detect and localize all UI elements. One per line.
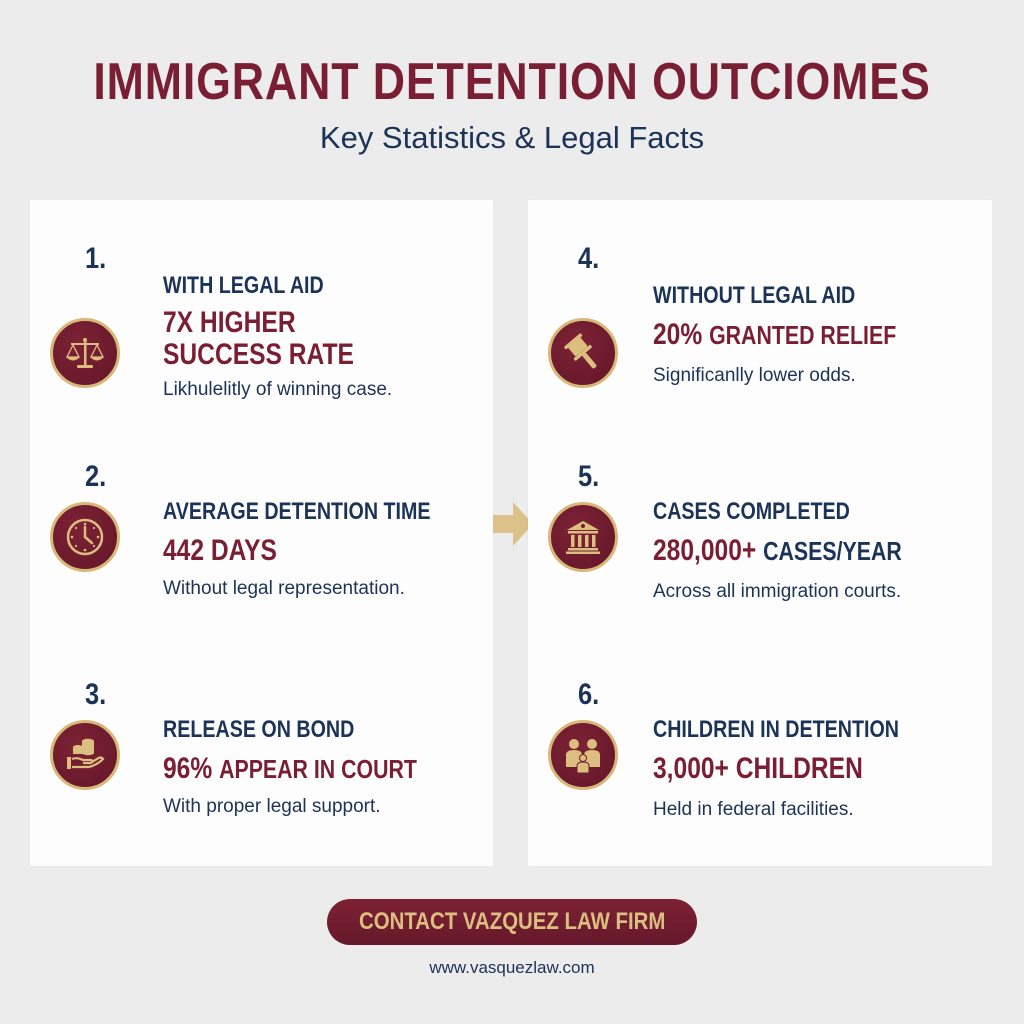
item-number: 3. bbox=[85, 678, 107, 711]
stat-label: RELEASE ON BOND bbox=[163, 716, 355, 743]
family-icon bbox=[548, 720, 618, 790]
item-number: 6. bbox=[578, 678, 600, 711]
stats-card-right: 4. WITHOUT LEGAL AID 20% GRANTED RELIEF … bbox=[528, 200, 992, 866]
stat-value-strong: 20% bbox=[653, 318, 703, 351]
gavel-icon bbox=[548, 318, 618, 388]
item-number: 2. bbox=[85, 460, 107, 493]
stat-label: CHILDREN IN DETENTION bbox=[653, 716, 899, 743]
stat-value-line1: 7X HIGHER bbox=[163, 306, 296, 339]
item-number: 1. bbox=[85, 242, 107, 275]
stat-description: Without legal representation. bbox=[163, 578, 405, 599]
stat-description: Across all immigration courts. bbox=[653, 581, 902, 602]
stat-item-4: 4. WITHOUT LEGAL AID 20% GRANTED RELIEF … bbox=[528, 242, 992, 442]
stat-value: 3,000+ CHILDREN bbox=[653, 752, 863, 785]
stat-description: Held in federal facilities. bbox=[653, 799, 854, 820]
courthouse-icon bbox=[548, 502, 618, 572]
stat-value-line2: SUCCESS RATE bbox=[163, 338, 354, 371]
stat-label: AVERAGE DETENTION TIME bbox=[163, 498, 431, 525]
stat-item-3: 3. RELEASE ON BOND 96% APPEAR IN COURT W… bbox=[30, 678, 493, 878]
stat-item-6: 6. CHILDREN IN DETENTION 3,000+ CHILDREN… bbox=[528, 678, 992, 878]
stat-label: CASES COMPLETED bbox=[653, 498, 850, 525]
contact-button-label: CONTACT VAZQUEZ LAW FIRM bbox=[358, 908, 666, 935]
arrow-right-icon bbox=[493, 502, 533, 546]
stat-description: Likhulelitly of winning case. bbox=[163, 379, 393, 400]
page-title: IMMIGRANT DETENTION OUTCIOMES bbox=[93, 53, 931, 111]
stat-value: 96% APPEAR IN COURT bbox=[163, 753, 417, 785]
stat-description: Significanlly lower odds. bbox=[653, 365, 856, 386]
stat-description: With proper legal support. bbox=[163, 796, 381, 817]
stat-value: 280,000+ CASES/YEAR bbox=[653, 535, 902, 567]
stat-value: 442 DAYS bbox=[163, 534, 277, 567]
stat-item-5: 5. CASES COMPLETED 280,000+ CASES/YEAR A… bbox=[528, 460, 992, 660]
stat-value-strong: 96% bbox=[163, 752, 213, 785]
stats-card-left: 1. WITH LEGAL AID 7X HIGHER SUCCESS RATE… bbox=[30, 200, 493, 866]
stat-value-rest: CASES/YEAR bbox=[763, 536, 902, 566]
stat-label: WITH LEGAL AID bbox=[163, 272, 324, 299]
stat-value-strong: 280,000+ bbox=[653, 534, 757, 567]
contact-law-firm-button[interactable]: CONTACT VAZQUEZ LAW FIRM bbox=[327, 899, 697, 945]
item-number: 5. bbox=[578, 460, 600, 493]
stat-label: WITHOUT LEGAL AID bbox=[653, 282, 856, 309]
stat-item-2: 2. AVERAGE DETENTION TIME 442 DAYS Witho… bbox=[30, 460, 493, 660]
scales-of-justice-icon bbox=[50, 318, 120, 388]
clock-icon bbox=[50, 502, 120, 572]
stat-value-rest: GRANTED RELIEF bbox=[709, 320, 897, 350]
stat-item-1: 1. WITH LEGAL AID 7X HIGHER SUCCESS RATE… bbox=[30, 242, 493, 442]
website-link[interactable]: www.vasquezlaw.com bbox=[429, 958, 595, 977]
stat-value: 20% GRANTED RELIEF bbox=[653, 319, 896, 351]
item-number: 4. bbox=[578, 242, 600, 275]
page-subtitle: Key Statistics & Legal Facts bbox=[319, 120, 705, 155]
stat-value-rest: APPEAR IN COURT bbox=[219, 754, 417, 784]
hand-coins-icon bbox=[50, 720, 120, 790]
